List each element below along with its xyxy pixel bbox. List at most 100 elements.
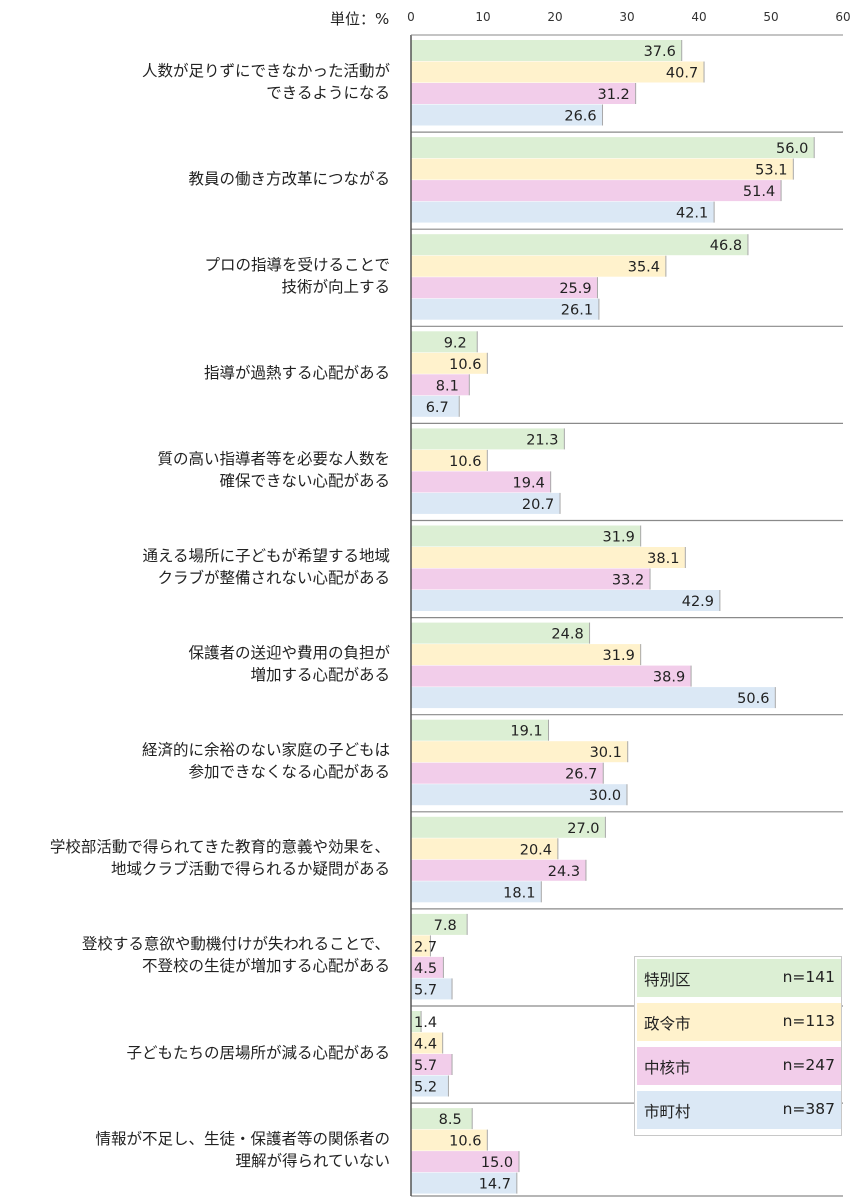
data-label: 31.9 [603, 530, 635, 546]
legend-count: n=247 [782, 1056, 835, 1074]
data-label: 31.2 [597, 87, 629, 103]
data-label: 10.6 [449, 1134, 481, 1150]
data-label: 27.0 [567, 821, 599, 837]
x-tick-label: 30 [619, 10, 634, 24]
category-label: 教員の働き方改革につながる [0, 168, 390, 190]
bar [411, 525, 641, 547]
data-label: 26.1 [561, 303, 593, 319]
bar [411, 687, 776, 709]
data-label: 33.2 [612, 573, 644, 589]
category-label-line: 人数が足りずにできなかった活動が [141, 61, 390, 80]
data-label: 20.4 [520, 842, 552, 858]
bar [411, 622, 590, 644]
category-label: 情報が不足し、生徒・保護者等の関係者の 理解が得られていない [0, 1128, 390, 1172]
data-label: 7.8 [434, 918, 457, 934]
data-label: 26.7 [565, 767, 597, 783]
bar [411, 568, 651, 590]
data-label: 38.1 [647, 551, 679, 567]
data-label: 10.6 [449, 357, 481, 373]
legend-item-tokubetsuku: 特別区 n=141 [637, 959, 841, 997]
bar [411, 61, 705, 83]
data-label: 46.8 [710, 238, 742, 254]
data-label: 19.1 [510, 724, 542, 740]
bar [411, 352, 488, 374]
bar [411, 255, 666, 277]
bar [411, 104, 603, 126]
data-label: 40.7 [666, 66, 698, 82]
category-label-line: 地域クラブ活動で得られるか疑問がある [110, 860, 390, 879]
data-label: 35.4 [628, 260, 660, 276]
data-label: 4.4 [414, 1037, 437, 1053]
data-label: 42.9 [682, 594, 714, 610]
bar [411, 374, 470, 396]
data-label: 2.7 [414, 939, 437, 955]
category-label-line: プロの指導を受けることで [204, 255, 390, 274]
x-tick-label: 50 [763, 10, 778, 24]
bar [411, 741, 628, 763]
bar [411, 395, 460, 417]
x-tick-label: 10 [475, 10, 490, 24]
data-label: 26.6 [564, 109, 596, 125]
legend-count: n=387 [782, 1100, 835, 1118]
x-tick-label: 20 [547, 10, 562, 24]
unit-label: 単位：% [330, 10, 390, 28]
bar [411, 1108, 473, 1130]
data-label: 30.1 [590, 745, 622, 761]
bar [411, 137, 815, 159]
category-label-line: 登校する意欲や動機付けが失われることで、 [81, 935, 390, 954]
category-label-line: 指導が過熱する心配がある [203, 363, 390, 382]
bar [411, 719, 549, 741]
legend-count: n=113 [782, 1012, 835, 1030]
bar [411, 1172, 517, 1194]
category-label: 学校部活動で得られてきた教育的意義や効果を、地域クラブ活動で得られるか疑問がある [0, 836, 390, 880]
data-label: 5.2 [414, 1080, 437, 1096]
data-label: 5.7 [414, 1058, 437, 1074]
category-label-line: 質の高い指導者等を必要な人数を [157, 449, 390, 468]
category-label: 登校する意欲や動機付けが失われることで、 不登校の生徒が増加する心配がある [0, 933, 390, 977]
bar [411, 1032, 443, 1054]
category-label: 質の高い指導者等を必要な人数を確保できない心配がある [0, 448, 390, 492]
x-tick-label: 60 [835, 10, 850, 24]
bar [411, 913, 468, 935]
data-label: 24.8 [551, 627, 583, 643]
category-label-line: 子どもたちの居場所が減る心配がある [126, 1043, 390, 1062]
bar [411, 956, 444, 978]
data-label: 4.5 [414, 961, 437, 977]
category-label-line: クラブが整備されない心配がある [157, 569, 390, 588]
data-label: 18.1 [503, 885, 535, 901]
category-label-line: 経済的に余裕のない家庭の子どもは [141, 741, 390, 760]
legend-item-chukakushi: 中核市 n=247 [637, 1047, 841, 1085]
bar [411, 234, 748, 256]
x-tick-label: 40 [691, 10, 706, 24]
category-label: 人数が足りずにできなかった活動が できるようになる [0, 60, 390, 104]
category-label-line: 確保できない心配がある [219, 471, 390, 490]
category-label: 指導が過熱する心配がある [0, 362, 390, 384]
legend-item-seireishi: 政令市 n=113 [637, 1003, 841, 1041]
category-label-line: 通える場所に子どもが希望する地域 [142, 547, 390, 566]
bar [411, 180, 782, 202]
bar [411, 762, 604, 784]
legend-name: 中核市 [644, 1059, 691, 1077]
category-label: プロの指導を受けることで 技術が向上する [0, 254, 390, 298]
data-label: 14.7 [479, 1177, 511, 1193]
data-label: 51.4 [743, 184, 775, 200]
x-tick-label: 0 [407, 10, 415, 24]
bar [411, 471, 551, 493]
category-label: 子どもたちの居場所が減る心配がある [0, 1042, 390, 1064]
legend-name: 特別区 [644, 971, 691, 989]
bar [411, 547, 686, 568]
category-label-line: 理解が得られていない [235, 1151, 390, 1170]
category-label-line: 学校部活動で得られてきた教育的意義や効果を、 [49, 838, 390, 857]
category-label: 経済的に余裕のない家庭の子どもは 参加できなくなる心配がある [0, 739, 390, 783]
bar [411, 784, 627, 806]
data-label: 8.5 [439, 1112, 462, 1128]
bar [411, 1075, 449, 1097]
category-label-line: 保護者の送迎や費用の負担が [188, 644, 390, 663]
bar [411, 201, 715, 223]
data-label: 10.6 [449, 454, 481, 470]
bar [411, 492, 561, 514]
data-label: 30.0 [589, 788, 621, 804]
bar [411, 665, 692, 687]
bar [411, 158, 794, 180]
bar [411, 277, 598, 299]
